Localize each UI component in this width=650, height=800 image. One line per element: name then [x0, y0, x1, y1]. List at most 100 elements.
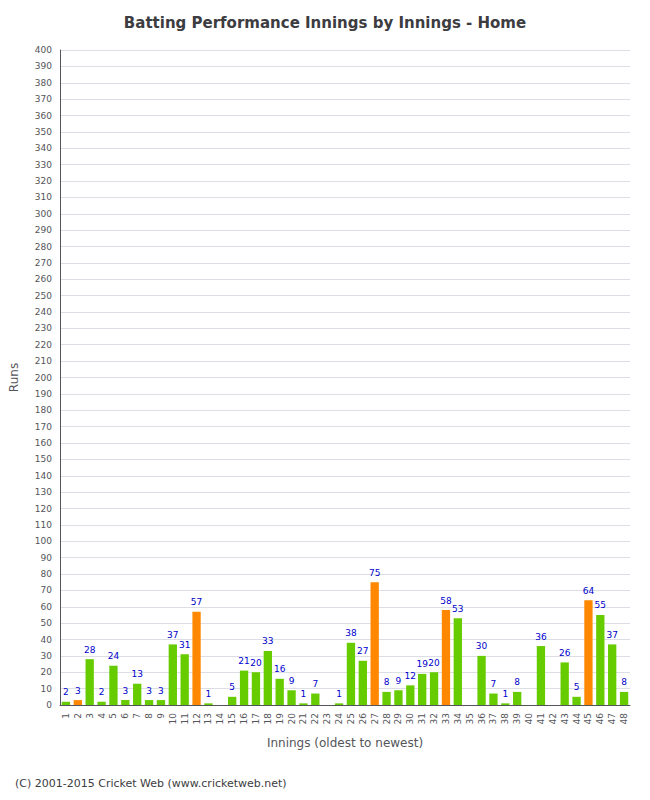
svg-text:350: 350: [35, 127, 52, 137]
svg-text:13: 13: [203, 713, 213, 724]
svg-text:12: 12: [192, 713, 202, 724]
svg-text:45: 45: [583, 713, 593, 724]
svg-text:20: 20: [428, 658, 440, 668]
svg-text:7: 7: [491, 679, 497, 689]
svg-text:3: 3: [158, 686, 164, 696]
svg-text:280: 280: [35, 242, 52, 252]
svg-text:170: 170: [35, 422, 52, 432]
svg-text:1: 1: [301, 689, 307, 699]
svg-text:23: 23: [322, 713, 332, 724]
svg-text:8: 8: [621, 677, 627, 687]
svg-text:40: 40: [41, 635, 53, 645]
svg-text:14: 14: [215, 713, 225, 725]
svg-text:3: 3: [146, 686, 152, 696]
svg-text:4: 4: [97, 713, 107, 719]
svg-text:17: 17: [251, 713, 261, 724]
svg-text:36: 36: [477, 713, 487, 725]
svg-text:27: 27: [357, 646, 368, 656]
svg-text:8: 8: [144, 713, 154, 719]
svg-text:340: 340: [35, 143, 52, 153]
svg-text:3: 3: [85, 713, 95, 719]
svg-text:22: 22: [310, 713, 320, 724]
svg-text:33: 33: [262, 636, 273, 646]
svg-text:30: 30: [405, 713, 415, 725]
svg-text:53: 53: [452, 604, 463, 614]
svg-text:29: 29: [393, 713, 403, 725]
svg-text:33: 33: [441, 713, 451, 724]
svg-text:37: 37: [606, 630, 617, 640]
svg-text:240: 240: [35, 307, 52, 317]
svg-text:39: 39: [512, 713, 522, 725]
svg-text:1: 1: [502, 689, 508, 699]
svg-text:Batting Performance Innings by: Batting Performance Innings by Innings -…: [124, 14, 526, 32]
svg-text:2: 2: [73, 713, 83, 719]
svg-text:370: 370: [35, 94, 52, 104]
svg-text:9: 9: [396, 676, 402, 686]
svg-text:24: 24: [334, 713, 344, 725]
svg-text:320: 320: [35, 176, 52, 186]
svg-text:20: 20: [250, 658, 262, 668]
svg-text:37: 37: [488, 713, 498, 724]
svg-text:10: 10: [168, 713, 178, 725]
svg-text:11: 11: [180, 713, 190, 724]
svg-text:3: 3: [122, 686, 128, 696]
svg-text:9: 9: [289, 676, 295, 686]
svg-text:34: 34: [453, 713, 463, 725]
svg-text:380: 380: [35, 78, 52, 88]
svg-text:140: 140: [35, 471, 52, 481]
svg-text:180: 180: [35, 405, 52, 415]
svg-text:5: 5: [229, 682, 235, 692]
svg-text:48: 48: [619, 713, 629, 725]
svg-text:18: 18: [263, 713, 273, 725]
svg-text:210: 210: [35, 356, 52, 366]
svg-text:130: 130: [35, 487, 52, 497]
svg-text:19: 19: [275, 713, 285, 725]
svg-text:28: 28: [84, 645, 96, 655]
svg-text:31: 31: [179, 640, 190, 650]
svg-text:290: 290: [35, 225, 52, 235]
svg-text:16: 16: [239, 713, 249, 725]
svg-text:26: 26: [559, 648, 571, 658]
svg-text:230: 230: [35, 323, 52, 333]
svg-text:36: 36: [535, 632, 547, 642]
svg-text:20: 20: [287, 713, 297, 725]
svg-text:80: 80: [41, 569, 53, 579]
svg-text:3: 3: [75, 686, 81, 696]
svg-text:120: 120: [35, 504, 52, 514]
svg-text:21: 21: [298, 713, 308, 724]
svg-text:8: 8: [514, 677, 520, 687]
svg-text:7: 7: [132, 713, 142, 719]
svg-text:8: 8: [384, 677, 390, 687]
svg-text:160: 160: [35, 438, 52, 448]
svg-text:35: 35: [465, 713, 475, 724]
svg-text:90: 90: [41, 553, 53, 563]
svg-text:50: 50: [41, 618, 53, 628]
svg-text:360: 360: [35, 111, 52, 121]
svg-text:150: 150: [35, 454, 52, 464]
svg-text:21: 21: [238, 656, 249, 666]
svg-text:20: 20: [41, 667, 53, 677]
svg-text:38: 38: [500, 713, 510, 725]
svg-text:15: 15: [227, 713, 237, 724]
svg-text:200: 200: [35, 373, 52, 383]
svg-text:58: 58: [440, 596, 452, 606]
svg-text:38: 38: [345, 628, 357, 638]
svg-text:31: 31: [417, 713, 427, 724]
svg-text:44: 44: [572, 713, 582, 725]
svg-text:270: 270: [35, 258, 52, 268]
svg-text:5: 5: [574, 682, 580, 692]
svg-text:5: 5: [108, 713, 118, 719]
svg-text:75: 75: [369, 568, 380, 578]
svg-text:70: 70: [41, 585, 53, 595]
svg-text:10: 10: [41, 684, 53, 694]
svg-text:9: 9: [156, 713, 166, 719]
svg-text:27: 27: [370, 713, 380, 724]
svg-text:300: 300: [35, 209, 52, 219]
svg-text:40: 40: [524, 713, 534, 725]
svg-text:28: 28: [382, 713, 392, 725]
svg-text:30: 30: [41, 651, 53, 661]
svg-text:26: 26: [358, 713, 368, 725]
svg-text:220: 220: [35, 340, 52, 350]
svg-text:2: 2: [63, 687, 69, 697]
svg-text:47: 47: [607, 713, 617, 724]
